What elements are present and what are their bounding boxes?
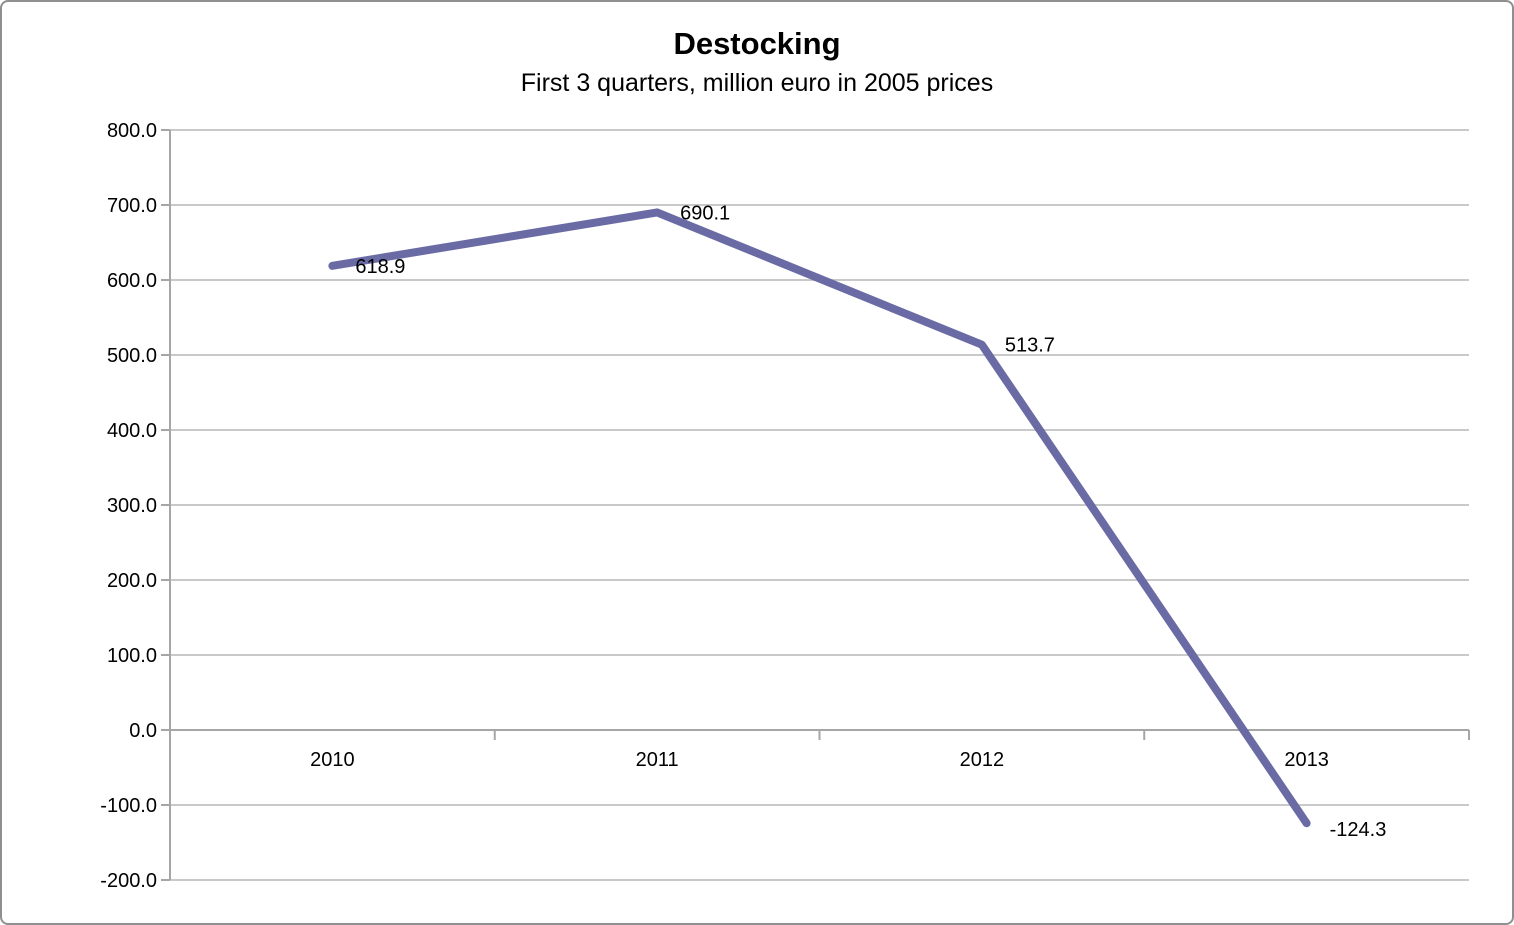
data-label: 513.7 <box>1005 335 1055 357</box>
y-tick-label: 500.0 <box>107 345 157 367</box>
x-tick-label: 2013 <box>1284 749 1329 771</box>
chart-subtitle: First 3 quarters, million euro in 2005 p… <box>520 69 994 97</box>
x-tick-label: 2012 <box>960 749 1005 771</box>
y-tick-label: -200.0 <box>100 870 157 892</box>
data-label: 690.1 <box>680 202 730 224</box>
series-line <box>328 208 1311 828</box>
x-tick-label: 2010 <box>310 749 355 771</box>
y-tick-label: 200.0 <box>107 570 157 592</box>
y-tick-label: 700.0 <box>107 195 157 217</box>
y-tick-label: 800.0 <box>107 120 157 142</box>
y-tick-label: 600.0 <box>107 270 157 292</box>
chart-title: Destocking <box>673 26 841 61</box>
data-label: -124.3 <box>1330 819 1387 841</box>
data-label: 618.9 <box>355 256 405 278</box>
y-tick-label: 0.0 <box>129 720 157 742</box>
x-tick-label: 2011 <box>636 749 679 771</box>
y-tick-label: -100.0 <box>100 795 157 817</box>
y-tick-label: 300.0 <box>107 495 157 517</box>
y-tick-label: 100.0 <box>107 645 157 667</box>
y-tick-label: 400.0 <box>107 420 157 442</box>
